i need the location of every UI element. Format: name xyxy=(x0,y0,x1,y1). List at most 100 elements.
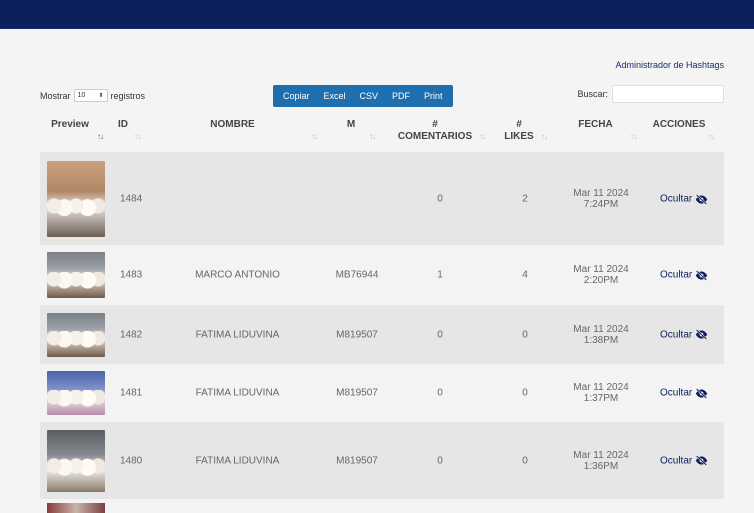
preview-thumbnail[interactable] xyxy=(47,161,105,237)
likes-cell: 4 xyxy=(522,269,528,281)
column-header-comentarios[interactable]: # COMENTARIOS xyxy=(395,119,475,143)
column-header-id[interactable]: ID xyxy=(118,119,130,131)
sort-icon[interactable]: ↑↓ xyxy=(479,132,486,141)
photo-content xyxy=(47,271,105,293)
fecha-cell: Mar 11 2024 2:20PM xyxy=(563,264,639,286)
pdf-button[interactable]: PDF xyxy=(392,91,411,101)
show-label: Mostrar xyxy=(40,90,71,101)
hide-label: Ocultar xyxy=(660,193,693,205)
table-controls: Mostrar 10 ⬍ registros Copiar Excel CSV … xyxy=(40,85,724,107)
comentarios-cell: 0 xyxy=(437,387,443,399)
photo-content xyxy=(47,456,105,485)
sort-icon[interactable]: ↑↓ xyxy=(369,132,376,141)
column-header-nombre[interactable]: NOMBRE xyxy=(190,119,275,131)
table-row: 1480 FATIMA LIDUVINA M819507 0 0 Mar 11 … xyxy=(40,422,724,499)
sort-icon[interactable]: ↑↓ xyxy=(97,132,104,141)
hide-label: Ocultar xyxy=(660,387,693,399)
hide-button[interactable]: Ocultar xyxy=(660,455,708,466)
m-cell: M819507 xyxy=(336,455,378,466)
fecha-time: 1:36PM xyxy=(583,460,619,472)
column-header-m[interactable]: M xyxy=(340,119,362,131)
likes-cell: 0 xyxy=(522,387,528,399)
column-label: # xyxy=(432,119,438,130)
fecha-cell: Mar 11 2024 7:24PM xyxy=(563,188,639,210)
m-cell: M819507 xyxy=(336,387,378,399)
hide-label: Ocultar xyxy=(660,329,693,340)
id-cell: 1480 xyxy=(120,455,143,466)
page-length-select[interactable]: 10 ⬍ xyxy=(73,89,108,102)
hide-button[interactable]: Ocultar xyxy=(660,388,708,399)
preview-thumbnail[interactable] xyxy=(47,371,105,415)
id-cell: 1483 xyxy=(120,269,143,281)
fecha-date: Mar 11 2024 xyxy=(573,449,629,461)
m-cell: M819507 xyxy=(336,329,378,340)
comentarios-cell: 1 xyxy=(437,269,443,281)
comentarios-cell: 0 xyxy=(437,329,443,340)
search-control: Buscar: xyxy=(577,85,724,103)
eye-slash-icon xyxy=(696,388,708,398)
page-length-value: 10 xyxy=(77,92,86,99)
fecha-time: 1:37PM xyxy=(583,393,619,404)
column-label: Preview xyxy=(51,119,89,130)
comentarios-cell: 0 xyxy=(437,193,443,205)
column-sublabel: COMENTARIOS xyxy=(397,131,473,142)
column-label: ACCIONES xyxy=(652,119,706,130)
excel-button[interactable]: Excel xyxy=(323,91,346,101)
eye-slash-icon xyxy=(696,329,708,340)
records-label: registros xyxy=(110,90,146,101)
table-row: 1484 0 2 Mar 11 2024 7:24PM Ocultar xyxy=(40,153,724,245)
table-row: 1483 MARCO ANTONIO MB76944 1 4 Mar 11 20… xyxy=(40,245,724,305)
column-header-acciones[interactable]: ACCIONES xyxy=(650,119,708,131)
sort-icon[interactable]: ↑↓ xyxy=(541,132,548,141)
column-label: ID xyxy=(118,119,128,130)
preview-thumbnail[interactable] xyxy=(47,503,105,513)
column-label: # xyxy=(516,119,522,130)
table-row: 1481 FATIMA LIDUVINA M819507 0 0 Mar 11 … xyxy=(40,364,724,422)
m-cell: MB76944 xyxy=(335,269,379,281)
hide-button[interactable]: Ocultar xyxy=(660,329,708,340)
preview-thumbnail[interactable] xyxy=(47,312,105,357)
photo-content xyxy=(47,331,105,352)
column-header-likes[interactable]: # LIKES xyxy=(503,119,535,143)
admin-hashtags-link[interactable]: Administrador de Hashtags xyxy=(615,60,724,70)
sort-icon[interactable]: ↑↓ xyxy=(708,132,715,141)
print-button[interactable]: Print xyxy=(424,91,443,101)
column-header-preview[interactable]: Preview xyxy=(47,119,93,131)
preview-thumbnail[interactable] xyxy=(47,429,105,492)
select-arrows-icon: ⬍ xyxy=(98,93,104,99)
copy-button[interactable]: Copiar xyxy=(283,91,310,101)
comentarios-cell: 0 xyxy=(437,455,443,466)
fecha-date: Mar 11 2024 xyxy=(573,264,629,275)
hide-label: Ocultar xyxy=(660,455,693,466)
nombre-cell: FATIMA LIDUVINA xyxy=(195,455,280,466)
top-navigation-bar xyxy=(0,0,754,29)
fecha-date: Mar 11 2024 xyxy=(573,323,629,335)
hide-button[interactable]: Ocultar xyxy=(660,270,708,281)
fecha-time: 7:24PM xyxy=(583,199,619,210)
search-input[interactable] xyxy=(612,85,724,103)
hide-label: Ocultar xyxy=(660,269,693,281)
column-label: M xyxy=(346,119,356,130)
sort-icon[interactable]: ↑↓ xyxy=(311,132,318,141)
column-header-fecha[interactable]: FECHA xyxy=(573,119,618,131)
hashtags-table: Preview ↑↓ ID ↑↓ NOMBRE ↑↓ M ↑↓ # COMENT… xyxy=(40,112,724,513)
sort-icon[interactable]: ↑↓ xyxy=(630,132,637,141)
export-button-group: Copiar Excel CSV PDF Print xyxy=(273,85,453,107)
preview-thumbnail[interactable] xyxy=(47,252,105,298)
csv-button[interactable]: CSV xyxy=(359,91,379,101)
search-label: Buscar: xyxy=(577,89,608,99)
likes-cell: 0 xyxy=(522,455,528,466)
table-row xyxy=(40,499,724,513)
nombre-cell: FATIMA LIDUVINA xyxy=(195,329,280,340)
column-label: FECHA xyxy=(578,119,613,130)
fecha-time: 1:38PM xyxy=(583,334,619,346)
photo-content xyxy=(47,389,105,410)
id-cell: 1484 xyxy=(120,193,143,205)
eye-slash-icon xyxy=(696,455,708,466)
likes-cell: 0 xyxy=(522,329,528,340)
sort-icon[interactable]: ↑↓ xyxy=(134,132,141,141)
fecha-cell: Mar 11 2024 1:38PM xyxy=(563,324,639,346)
nombre-cell: FATIMA LIDUVINA xyxy=(195,387,280,399)
fecha-cell: Mar 11 2024 1:36PM xyxy=(563,450,639,472)
hide-button[interactable]: Ocultar xyxy=(660,194,708,205)
